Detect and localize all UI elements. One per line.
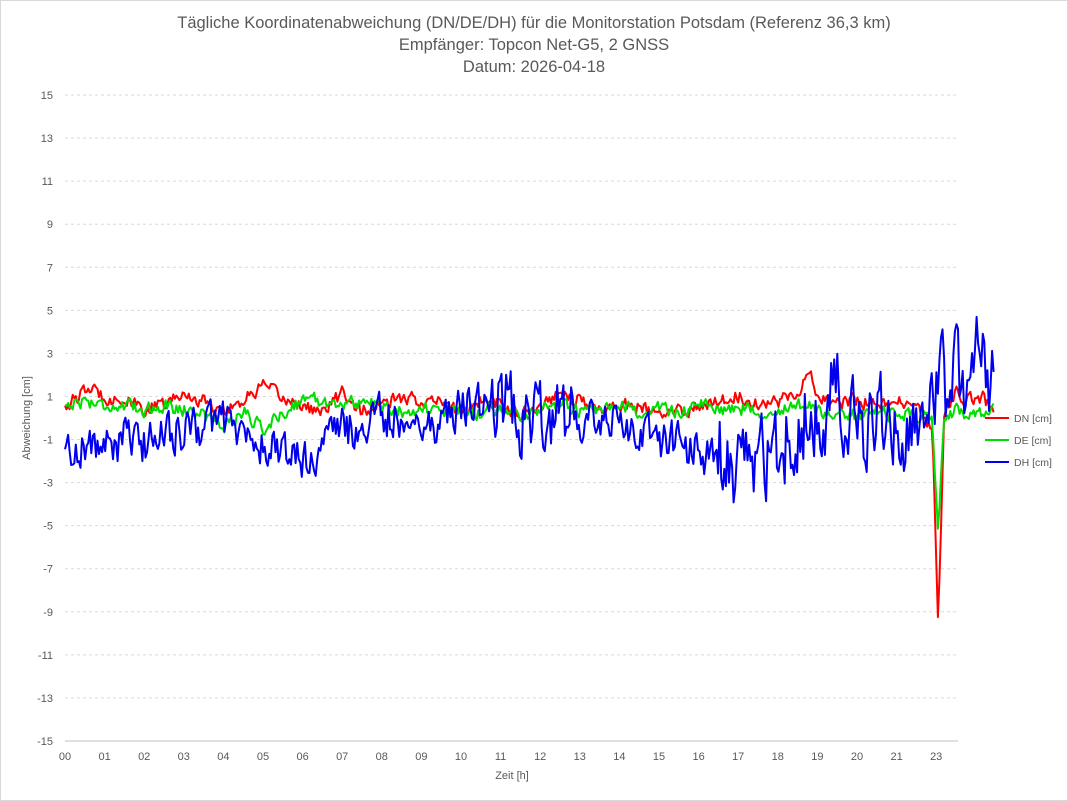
y-tick-label: 15 <box>41 90 53 102</box>
y-axis-label: Abweichung [cm] <box>21 376 33 460</box>
x-tick-label: 14 <box>613 751 625 763</box>
x-tick-label: 13 <box>574 751 586 763</box>
x-tick-label: 23 <box>930 751 942 763</box>
y-tick-label: 1 <box>47 391 53 403</box>
x-tick-label: 18 <box>772 751 784 763</box>
x-tick-label: 02 <box>138 751 150 763</box>
x-tick-label: 07 <box>336 751 348 763</box>
series-lines <box>64 315 995 619</box>
y-tick-label: 11 <box>42 176 53 188</box>
chart-title-line-2: Empfänger: Topcon Net-G5, 2 GNSS <box>399 36 669 54</box>
x-tick-label: 21 <box>890 751 902 763</box>
y-tick-label: -13 <box>37 693 53 705</box>
x-tick-label: 20 <box>851 751 863 763</box>
legend-label-de: DE [cm] <box>1014 435 1051 447</box>
y-tick-label: 3 <box>47 348 53 360</box>
y-tick-label: 7 <box>47 262 53 274</box>
x-tick-label: 04 <box>217 751 229 763</box>
x-tick-label: 11 <box>495 751 506 763</box>
y-tick-label: 9 <box>47 219 53 231</box>
x-axis-ticks: 00 01 02 03 04 05 06 07 08 09 10 11 12 13 14 15 16 17 18 19… <box>59 751 942 763</box>
legend: DN [cm] DE [cm] DH [cm] <box>985 413 1052 469</box>
x-tick-label: 16 <box>692 751 704 763</box>
x-tick-label: 08 <box>376 751 388 763</box>
x-axis-label: Zeit [h] <box>495 770 529 782</box>
x-tick-label: 15 <box>653 751 665 763</box>
x-tick-label: 03 <box>178 751 190 763</box>
y-tick-label: -7 <box>43 564 53 576</box>
chart-title-line-3: Datum: 2026-04-18 <box>463 58 605 76</box>
x-tick-label: 19 <box>811 751 823 763</box>
y-tick-label: -1 <box>43 435 53 447</box>
y-tick-label: 5 <box>47 305 53 317</box>
x-tick-label: 01 <box>98 751 110 763</box>
y-tick-label: -3 <box>43 478 53 490</box>
series-line-dh <box>64 315 995 504</box>
x-tick-label: 09 <box>415 751 427 763</box>
legend-label-dh: DH [cm] <box>1014 457 1052 469</box>
x-tick-label: 17 <box>732 751 744 763</box>
y-axis-ticks: 15 13 11 9 7 5 3 1 -1 -3 -5 -7 -9 -11 -13 -15 <box>37 90 53 748</box>
y-tick-label: -15 <box>37 736 53 748</box>
legend-label-dn: DN [cm] <box>1014 413 1052 425</box>
x-tick-label: 12 <box>534 751 546 763</box>
y-tick-label: -5 <box>43 521 53 533</box>
y-tick-label: -9 <box>43 607 53 619</box>
x-tick-label: 10 <box>455 751 467 763</box>
y-tick-label: 13 <box>41 133 53 145</box>
y-tick-label: -11 <box>38 650 53 662</box>
chart-title: Tägliche Koordinatenabweichung (DN/DE/DH… <box>177 14 891 76</box>
chart-title-line-1: Tägliche Koordinatenabweichung (DN/DE/DH… <box>177 14 891 32</box>
x-tick-label: 00 <box>59 751 71 763</box>
x-tick-label: 05 <box>257 751 269 763</box>
x-tick-label: 06 <box>296 751 308 763</box>
